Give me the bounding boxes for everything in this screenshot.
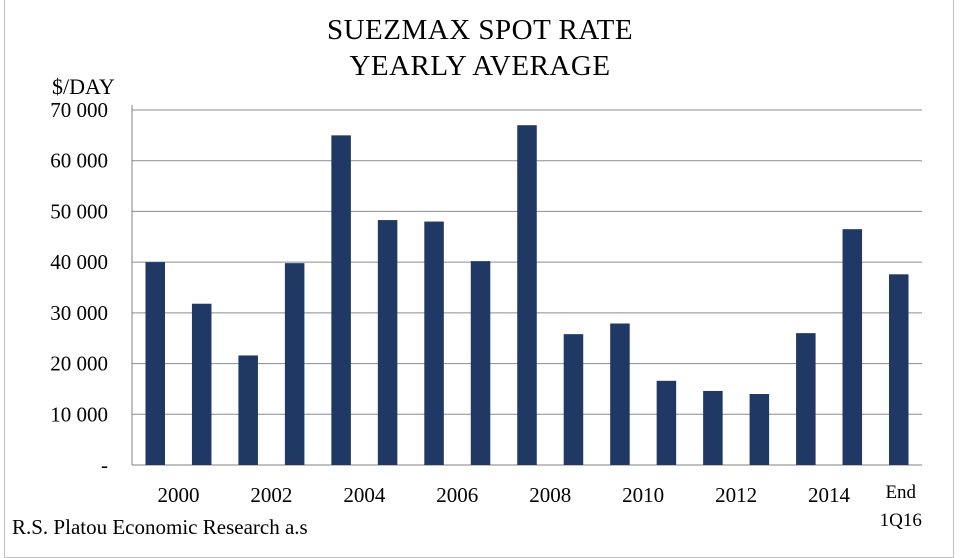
- x-tick-label: End: [885, 482, 916, 503]
- chart-title-line-1: SUEZMAX SPOT RATE: [326, 14, 634, 46]
- bar: [563, 334, 584, 465]
- bar: [238, 355, 258, 465]
- bar: [796, 333, 816, 465]
- y-tick-label: 50 000: [50, 199, 108, 223]
- bar: [424, 221, 444, 465]
- x-tick-label: 2006: [436, 483, 478, 507]
- bar: [377, 220, 398, 465]
- bar: [842, 229, 863, 465]
- bar: [191, 303, 212, 465]
- x-tick-label: 2012: [715, 483, 757, 507]
- bar: [656, 380, 677, 465]
- source-credit: R.S. Platou Economic Research a.s: [12, 515, 308, 539]
- x-tick-label: 2010: [622, 483, 664, 507]
- x-tick-label: 2004: [343, 483, 386, 507]
- x-tick-label: 2008: [529, 483, 571, 507]
- bar: [331, 135, 351, 465]
- bar: [145, 262, 165, 465]
- y-tick-label: 40 000: [50, 250, 108, 274]
- chart-title-line-2: YEARLY AVERAGE: [349, 50, 611, 82]
- y-tick-label: 30 000: [50, 301, 108, 325]
- bar-chart: - 10 000 20 000 30 000 40 000 50 000 60 000 70 …: [50, 74, 922, 531]
- y-tick-label: -: [101, 453, 108, 477]
- x-tick-label: 2002: [250, 483, 292, 507]
- x-tick-label: 2014: [808, 483, 851, 507]
- chart-title: SUEZMAX SPOT RATE YEARLY AVERAGE: [0, 12, 960, 84]
- bar: [284, 263, 305, 465]
- y-axis-label: $/DAY: [52, 74, 115, 99]
- bar: [889, 274, 909, 465]
- bar: [517, 125, 537, 465]
- y-tick-label: 70 000: [50, 98, 108, 122]
- bar: [703, 390, 723, 465]
- y-tick-label: 60 000: [50, 149, 108, 173]
- x-tick-label: 2000: [157, 483, 199, 507]
- y-tick-label: 10 000: [50, 402, 108, 426]
- x-tick-label: 1Q16: [880, 510, 922, 531]
- bar: [470, 261, 491, 465]
- bar: [749, 394, 770, 465]
- bar: [610, 323, 630, 465]
- y-tick-label: 20 000: [50, 352, 108, 376]
